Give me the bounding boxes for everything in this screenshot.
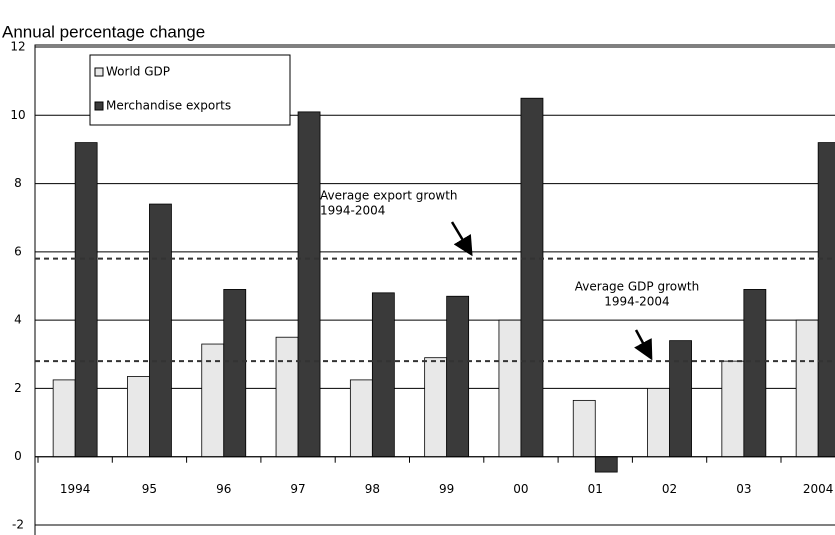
- x-tick-label: 98: [365, 482, 380, 496]
- x-tick-label: 96: [216, 482, 231, 496]
- x-tick-label: 01: [588, 482, 603, 496]
- bar: [74, 142, 98, 458]
- annotation-text: 1994-2004: [604, 295, 669, 309]
- x-tick-label: 1994: [60, 482, 91, 496]
- annotation-arrow: [450, 221, 473, 257]
- annotation-text: Average export growth: [320, 189, 458, 203]
- y-tick-label: 12: [10, 40, 25, 54]
- x-tick-label: 02: [662, 482, 677, 496]
- legend-label: Merchandise exports: [106, 99, 231, 113]
- bar: [349, 379, 373, 458]
- bar: [743, 289, 767, 458]
- x-tick-label: 00: [513, 482, 528, 496]
- x-tick-label: 99: [439, 482, 454, 496]
- bar: [52, 379, 76, 458]
- y-tick-label: 6: [14, 244, 22, 258]
- bar: [669, 340, 692, 458]
- x-tick-label: 95: [142, 482, 157, 496]
- annotation-arrow: [634, 329, 653, 361]
- bar: [446, 295, 470, 458]
- x-tick-label: 2004: [803, 482, 834, 496]
- plot-frame: [34, 44, 835, 535]
- x-tick-label: 97: [290, 482, 305, 496]
- bar: [572, 399, 596, 458]
- y-tick-label: 8: [14, 176, 22, 190]
- bar: [127, 376, 150, 458]
- bar: [520, 97, 544, 458]
- bar: [498, 319, 522, 458]
- legend-swatch: [94, 101, 104, 111]
- bar: [275, 336, 299, 458]
- bar: [721, 360, 745, 458]
- bar: [223, 289, 247, 458]
- y-tick-label: 4: [14, 313, 22, 327]
- chart-subtitle: Annual percentage change: [2, 22, 205, 41]
- annotation-text: Average GDP growth: [575, 280, 699, 294]
- y-tick-label: 10: [10, 108, 25, 122]
- bar: [371, 292, 395, 458]
- y-tick-label: 2: [14, 381, 22, 395]
- bar: [297, 111, 321, 458]
- bar: [594, 456, 618, 473]
- x-tick-label: 03: [736, 482, 751, 496]
- annotation-text: 1994-2004: [320, 204, 385, 218]
- legend-box: [89, 54, 291, 126]
- bar: [817, 142, 835, 458]
- bar: [647, 388, 670, 458]
- legend-label: World GDP: [106, 65, 170, 79]
- legend-swatch: [94, 67, 104, 77]
- bar: [795, 319, 819, 458]
- y-tick-label: -2: [12, 518, 24, 532]
- bar: [424, 357, 448, 458]
- bar: [201, 343, 225, 458]
- y-tick-label: 0: [14, 449, 22, 463]
- bar: [149, 203, 172, 458]
